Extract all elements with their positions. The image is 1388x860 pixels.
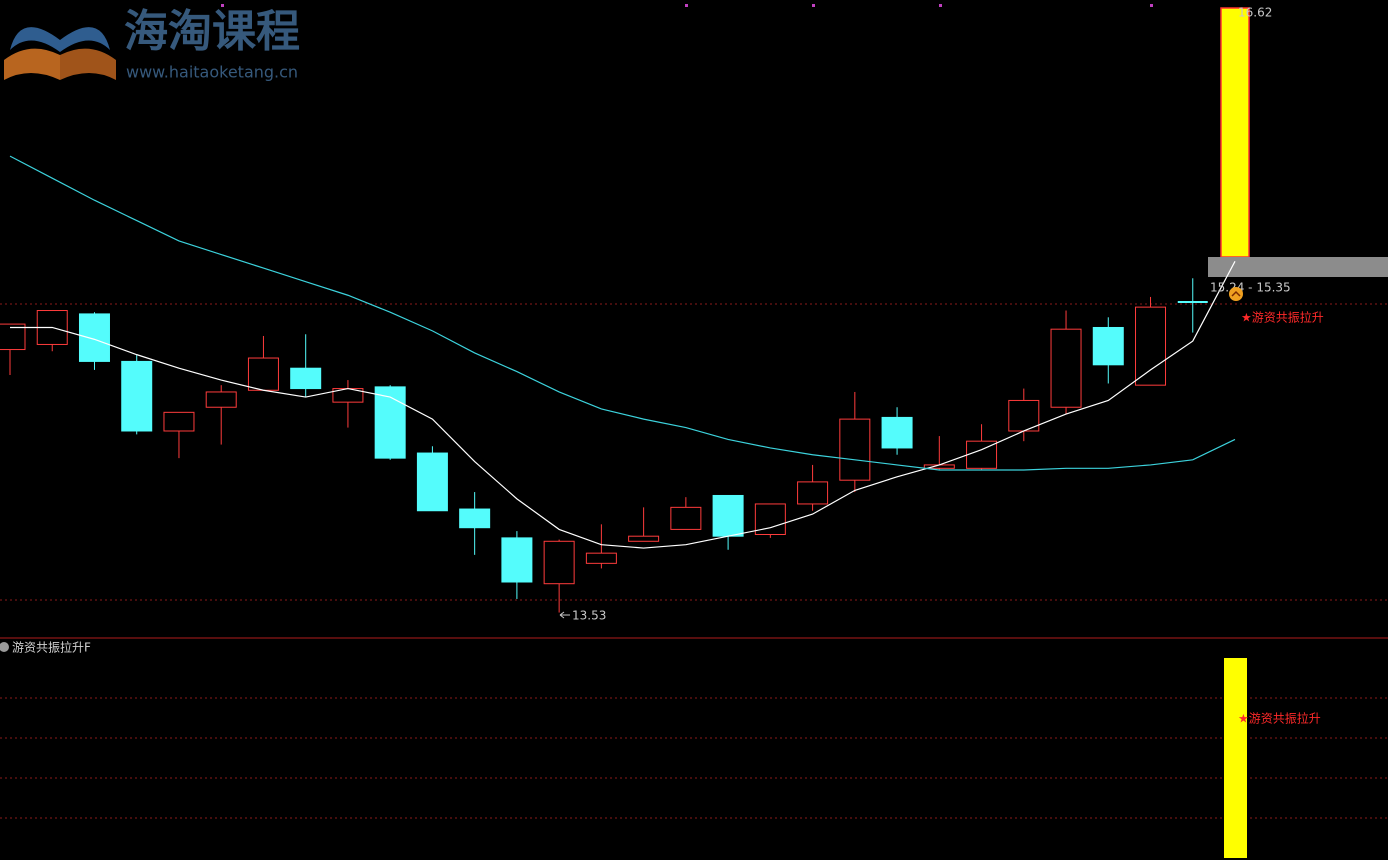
indicator-title: 游资共振拉升F (12, 640, 91, 655)
logo-wings (10, 27, 110, 52)
signal-icon-arrow (1231, 290, 1241, 297)
signal-band (1208, 257, 1388, 277)
dot (685, 4, 688, 7)
candle-body (290, 367, 322, 390)
candle-body (628, 535, 660, 542)
candle-body (205, 391, 237, 408)
candle-body (121, 360, 153, 432)
range-label: 15.24 - 15.35 (1210, 281, 1291, 295)
signal-icon (1229, 287, 1243, 301)
candle-body (543, 540, 575, 585)
candle-body (1092, 326, 1124, 366)
candle-body (163, 411, 195, 432)
indicator-bar (1224, 658, 1247, 858)
candle-body (459, 508, 491, 529)
candle-body (0, 323, 26, 351)
top-dots (221, 4, 1153, 7)
candle-body (1135, 306, 1167, 386)
candle-body (374, 386, 406, 459)
level-lines (0, 303, 1388, 819)
candle-body (797, 481, 829, 505)
indicator-icon (0, 642, 9, 652)
ma-line (9, 155, 1236, 471)
logo-title: 海淘课程 (124, 6, 300, 57)
candle-body (78, 313, 110, 362)
low-arrow-head (559, 611, 565, 619)
candle-body (501, 537, 533, 583)
logo-book-left (4, 48, 60, 80)
plot (0, 155, 1236, 613)
candle-body (1050, 328, 1082, 408)
dot (939, 4, 942, 7)
dot (221, 4, 224, 7)
candle-body (247, 357, 279, 391)
candle-body (585, 552, 617, 564)
candle-body (839, 418, 871, 481)
logo: 海淘课程 www.haitaoketang.cn (4, 6, 300, 82)
dot (812, 4, 815, 7)
candle-body (881, 416, 913, 449)
dot (1150, 4, 1153, 7)
low-label: 13.53 (572, 609, 606, 623)
high-label: 16.62 (1238, 6, 1272, 20)
candle-body (712, 494, 744, 537)
indicator-signal: ★游资共振拉升 (1238, 711, 1321, 726)
candle-body (416, 452, 448, 512)
signal-label: ★游资共振拉升 (1241, 310, 1324, 325)
ma-line (10, 261, 1236, 549)
signal-bar (1220, 7, 1250, 258)
logo-url: www.haitaoketang.cn (126, 63, 298, 82)
candle-body (670, 506, 702, 530)
logo-book-right (60, 48, 116, 80)
